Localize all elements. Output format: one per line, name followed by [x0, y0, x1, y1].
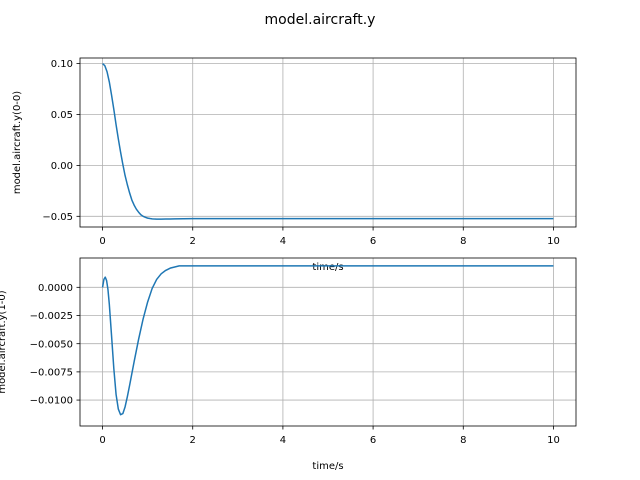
y-tick-label: 0.0000 — [38, 283, 73, 294]
figure-title: model.aircraft.y — [265, 12, 376, 28]
x-tick-label: 4 — [280, 236, 286, 247]
y-tick-label: 0.00 — [51, 161, 73, 172]
y-tick-label: 0.05 — [51, 110, 73, 121]
y-tick-label: −0.0075 — [30, 367, 73, 378]
x-tick-label: 6 — [370, 435, 376, 446]
series-line — [101, 265, 554, 416]
top-subplot: 0 2 4 6 8 10 −0.05 0.00 0.05 0.10 time/s model.airc… — [12, 57, 577, 273]
series-line — [102, 63, 554, 220]
x-tick-label: 0 — [99, 435, 105, 446]
x-tick-label: 10 — [547, 435, 560, 446]
y-tick-label: 0.10 — [51, 59, 73, 70]
axes-frame — [79, 57, 577, 228]
x-tick-label: 10 — [547, 236, 560, 247]
x-tick-label: 0 — [99, 236, 105, 247]
y-axis-label: model.aircraft.y(0-0) — [12, 91, 23, 194]
y-axis-label: model.aircraft.y(1-0) — [0, 290, 8, 393]
bottom-subplot: 0 2 4 6 8 10 −0.0100 −0.0075 −0.0050 −0.0025 0.000… — [0, 257, 577, 472]
y-tick-label: −0.05 — [42, 212, 73, 223]
y-tick-label: −0.0050 — [30, 339, 73, 350]
x-tick-label: 6 — [370, 236, 376, 247]
x-tick-label: 8 — [460, 236, 466, 247]
x-axis-label: time/s — [312, 262, 343, 273]
y-tick-label: −0.0100 — [30, 396, 73, 407]
x-axis-label: time/s — [312, 461, 343, 472]
axes-frame — [79, 257, 577, 427]
y-tick-label: −0.0025 — [30, 311, 73, 322]
x-tick-label: 2 — [190, 236, 196, 247]
x-tick-label: 8 — [460, 435, 466, 446]
x-tick-label: 4 — [280, 435, 286, 446]
x-tick-label: 2 — [190, 435, 196, 446]
